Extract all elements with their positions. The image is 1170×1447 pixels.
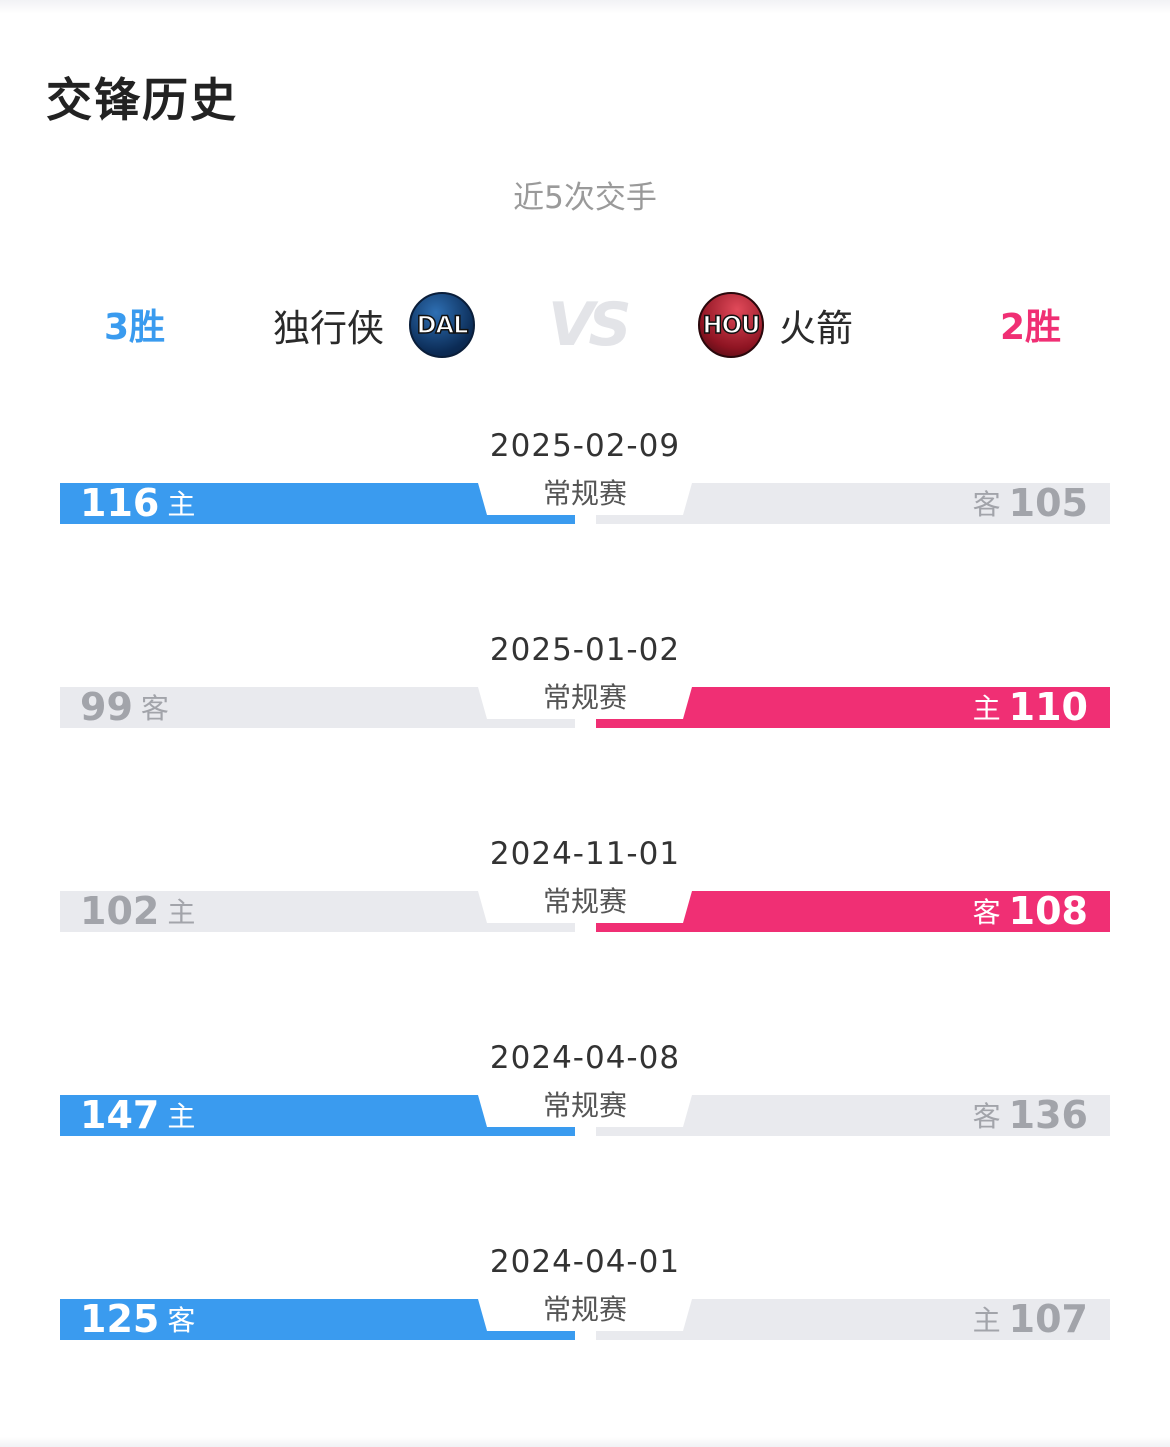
right-score-bar (596, 891, 1110, 932)
hou-wins: 2胜 (1000, 307, 1062, 348)
hou-score: 客 108 (965, 890, 1088, 934)
hou-home-away: 客 (972, 896, 1001, 929)
dal-score-value: 147 (80, 1093, 160, 1137)
hou-score: 客 105 (965, 482, 1088, 526)
game-row[interactable]: 2025-02-09 常规赛 116 主 客 105 (0, 428, 1170, 538)
dal-score: 99 客 (80, 686, 177, 730)
hou-score-value: 107 (1008, 1297, 1088, 1341)
dal-home-away: 主 (167, 488, 196, 521)
matchup-header: 3胜 独行侠 DAL VS HOU 火箭 2胜 (0, 290, 1170, 360)
hou-team-name[interactable]: 火箭 (779, 307, 853, 350)
dal-home-away: 客 (140, 692, 169, 725)
recent-matches-label: 近5次交手 (513, 180, 657, 216)
dal-score: 116 主 (80, 482, 203, 526)
right-score-bar (596, 1095, 1110, 1136)
dal-home-away: 主 (167, 1100, 196, 1133)
hou-score-value: 105 (1008, 481, 1088, 525)
dal-score-value: 102 (80, 889, 160, 933)
hou-score-value: 108 (1008, 889, 1088, 933)
dal-score: 125 客 (80, 1298, 203, 1342)
left-score-bar (60, 1095, 575, 1136)
game-date: 2025-02-09 (489, 428, 681, 464)
dal-team-name[interactable]: 独行侠 (273, 307, 384, 350)
score-bars (60, 483, 1110, 524)
game-date: 2024-04-01 (489, 1244, 681, 1280)
game-date: 2024-11-01 (489, 836, 681, 872)
dal-home-away: 主 (167, 896, 196, 929)
dal-score-value: 99 (80, 685, 133, 729)
score-bars (60, 891, 1110, 932)
game-date: 2025-01-02 (489, 632, 681, 668)
left-score-bar (60, 483, 575, 524)
hou-home-away: 客 (972, 1100, 1001, 1133)
right-score-bar (596, 483, 1110, 524)
vs-icon: VS (548, 290, 632, 360)
game-date: 2024-04-08 (489, 1040, 681, 1076)
dal-score: 102 主 (80, 890, 203, 934)
game-type: 常规赛 (542, 1089, 627, 1122)
game-type: 常规赛 (542, 1293, 627, 1326)
game-type: 常规赛 (542, 477, 627, 510)
page-title: 交锋历史 (46, 73, 238, 127)
dal-score: 147 主 (80, 1094, 203, 1138)
dal-score-value: 116 (80, 481, 160, 525)
game-type: 常规赛 (542, 885, 627, 918)
dal-score-value: 125 (80, 1297, 160, 1341)
dal-logo-icon[interactable]: DAL (409, 292, 475, 358)
score-bars (60, 1299, 1110, 1340)
hou-home-away: 主 (972, 1304, 1001, 1337)
left-score-bar (60, 1299, 575, 1340)
score-bars (60, 1095, 1110, 1136)
score-bars (60, 687, 1110, 728)
left-score-bar (60, 891, 575, 932)
hou-score: 客 136 (965, 1094, 1088, 1138)
hou-logo-icon[interactable]: HOU (698, 292, 764, 358)
hou-home-away: 客 (972, 488, 1001, 521)
dal-home-away: 客 (167, 1304, 196, 1337)
hou-score: 主 107 (965, 1298, 1088, 1342)
right-score-bar (596, 687, 1110, 728)
game-type: 常规赛 (542, 681, 627, 714)
right-score-bar (596, 1299, 1110, 1340)
bottom-divider (0, 1437, 1170, 1447)
game-row[interactable]: 2024-11-01 常规赛 102 主 客 108 (0, 836, 1170, 946)
hou-score: 主 110 (965, 686, 1088, 730)
game-row[interactable]: 2025-01-02 常规赛 99 客 主 110 (0, 632, 1170, 742)
hou-home-away: 主 (972, 692, 1001, 725)
hou-score-value: 136 (1008, 1093, 1088, 1137)
dal-wins: 3胜 (104, 307, 166, 348)
game-row[interactable]: 2024-04-01 常规赛 125 客 主 107 (0, 1244, 1170, 1354)
hou-score-value: 110 (1008, 685, 1088, 729)
left-score-bar (60, 687, 575, 728)
top-divider (0, 0, 1170, 14)
game-row[interactable]: 2024-04-08 常规赛 147 主 客 136 (0, 1040, 1170, 1150)
